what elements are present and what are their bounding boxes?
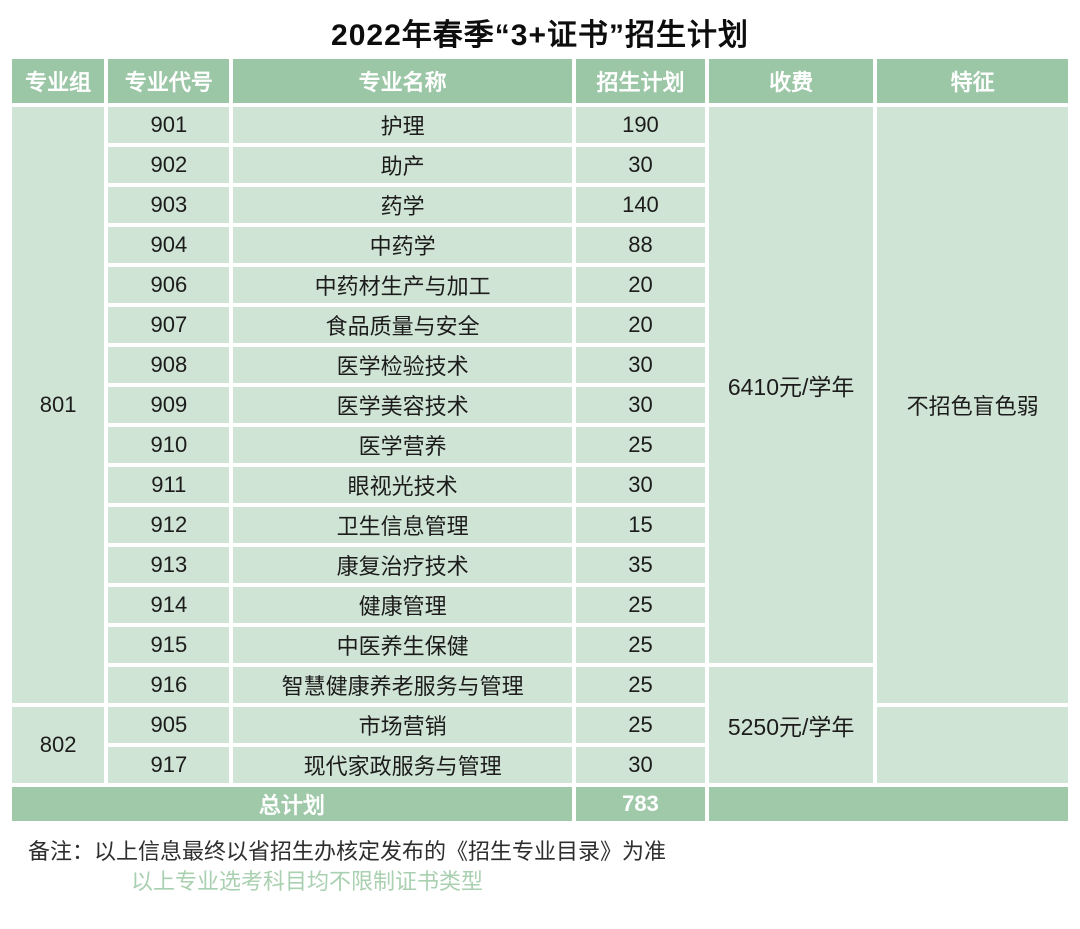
cell-feature-802 [877, 707, 1068, 783]
total-empty-cell [709, 787, 1068, 821]
cell-code: 916 [108, 667, 230, 703]
header-row: 专业组 专业代号 专业名称 招生计划 收费 特征 [12, 59, 1068, 103]
cell-name: 眼视光技术 [233, 467, 572, 503]
cell-plan: 25 [575, 427, 706, 463]
cell-plan: 20 [575, 307, 706, 343]
enrollment-table: 专业组 专业代号 专业名称 招生计划 收费 特征 801 901 护理 190 … [8, 55, 1072, 825]
table-row: 902 助产 30 [12, 147, 1068, 183]
total-label-cell: 总计划 [12, 787, 572, 821]
cell-name: 医学营养 [233, 427, 572, 463]
footnotes: 备注：以上信息最终以省招生办核定发布的《招生专业目录》为准 以上专业选考科目均不… [28, 837, 1080, 897]
cell-code: 913 [108, 547, 230, 583]
cell-plan: 30 [575, 347, 706, 383]
table-row: 910 医学营养 25 [12, 427, 1068, 463]
page-title: 2022年春季“3+证书”招生计划 [331, 19, 749, 52]
table-row: 915 中医养生保健 25 [12, 627, 1068, 663]
cell-code: 905 [108, 707, 230, 743]
cell-plan: 190 [575, 107, 706, 143]
table-header: 专业组 专业代号 专业名称 招生计划 收费 特征 [12, 59, 1068, 103]
cell-plan: 20 [575, 267, 706, 303]
cell-name: 健康管理 [233, 587, 572, 623]
total-plan-cell: 783 [575, 787, 706, 821]
cell-code: 909 [108, 387, 230, 423]
cell-code: 907 [108, 307, 230, 343]
cell-group-801: 801 [12, 107, 105, 703]
cell-plan: 25 [575, 587, 706, 623]
cell-code: 911 [108, 467, 230, 503]
total-row: 总计划 783 [12, 787, 1068, 821]
cell-name: 助产 [233, 147, 572, 183]
cell-name: 卫生信息管理 [233, 507, 572, 543]
cell-code: 910 [108, 427, 230, 463]
table-row: 801 901 护理 190 6410元/学年 不招色盲色弱 [12, 107, 1068, 703]
table-row: 911 眼视光技术 30 [12, 467, 1068, 503]
cell-plan: 25 [575, 627, 706, 663]
cell-name: 现代家政服务与管理 [233, 747, 572, 783]
cell-code: 904 [108, 227, 230, 263]
cell-code: 915 [108, 627, 230, 663]
header-cell-name: 专业名称 [233, 59, 572, 103]
cell-plan: 15 [575, 507, 706, 543]
cell-plan: 140 [575, 187, 706, 223]
cell-name: 中药学 [233, 227, 572, 263]
cell-plan: 30 [575, 147, 706, 183]
cell-name: 康复治疗技术 [233, 547, 572, 583]
cell-plan: 30 [575, 747, 706, 783]
cell-code: 903 [108, 187, 230, 223]
table-row: 802 905 市场营销 25 [12, 707, 1068, 783]
cell-plan: 88 [575, 227, 706, 263]
table-row: 907 食品质量与安全 20 [12, 307, 1068, 343]
cell-plan: 30 [575, 467, 706, 503]
header-cell-code: 专业代号 [108, 59, 230, 103]
table-row: 903 药学 140 [12, 187, 1068, 223]
cell-name: 护理 [233, 107, 572, 143]
cell-name: 医学检验技术 [233, 347, 572, 383]
cell-code: 914 [108, 587, 230, 623]
table-row: 914 健康管理 25 [12, 587, 1068, 623]
cell-name: 市场营销 [233, 707, 572, 743]
header-cell-fee: 收费 [709, 59, 874, 103]
cell-code: 917 [108, 747, 230, 783]
table-row: 917 现代家政服务与管理 30 [12, 747, 1068, 783]
cell-name: 药学 [233, 187, 572, 223]
table-row: 908 医学检验技术 30 [12, 347, 1068, 383]
cell-code: 906 [108, 267, 230, 303]
cell-group-802: 802 [12, 707, 105, 783]
table-row: 912 卫生信息管理 15 [12, 507, 1068, 543]
header-cell-plan: 招生计划 [575, 59, 706, 103]
header-cell-feature: 特征 [877, 59, 1068, 103]
cell-plan: 30 [575, 387, 706, 423]
cell-name: 食品质量与安全 [233, 307, 572, 343]
table-row: 904 中药学 88 [12, 227, 1068, 263]
table-body: 801 901 护理 190 6410元/学年 不招色盲色弱 902 助产 30… [12, 107, 1068, 821]
cell-plan: 35 [575, 547, 706, 583]
table-row: 906 中药材生产与加工 20 [12, 267, 1068, 303]
table-row: 909 医学美容技术 30 [12, 387, 1068, 423]
cell-code: 908 [108, 347, 230, 383]
cell-name: 医学美容技术 [233, 387, 572, 423]
cell-fee-6410: 6410元/学年 [709, 107, 874, 663]
cell-name: 中医养生保健 [233, 627, 572, 663]
cell-plan: 25 [575, 707, 706, 743]
cell-code: 902 [108, 147, 230, 183]
cell-name: 智慧健康养老服务与管理 [233, 667, 572, 703]
cell-code: 912 [108, 507, 230, 543]
cell-name: 中药材生产与加工 [233, 267, 572, 303]
header-cell-group: 专业组 [12, 59, 105, 103]
cell-code: 901 [108, 107, 230, 143]
cell-feature-801: 不招色盲色弱 [877, 107, 1068, 703]
cell-plan: 25 [575, 667, 706, 703]
cell-fee-5250: 5250元/学年 [709, 667, 874, 783]
note-line-2: 以上专业选考科目均不限制证书类型 [131, 869, 484, 894]
table-row: 913 康复治疗技术 35 [12, 547, 1068, 583]
table-row: 916 智慧健康养老服务与管理 25 5250元/学年 [12, 667, 1068, 783]
note-line-1: 备注：以上信息最终以省招生办核定发布的《招生专业目录》为准 [28, 839, 667, 864]
